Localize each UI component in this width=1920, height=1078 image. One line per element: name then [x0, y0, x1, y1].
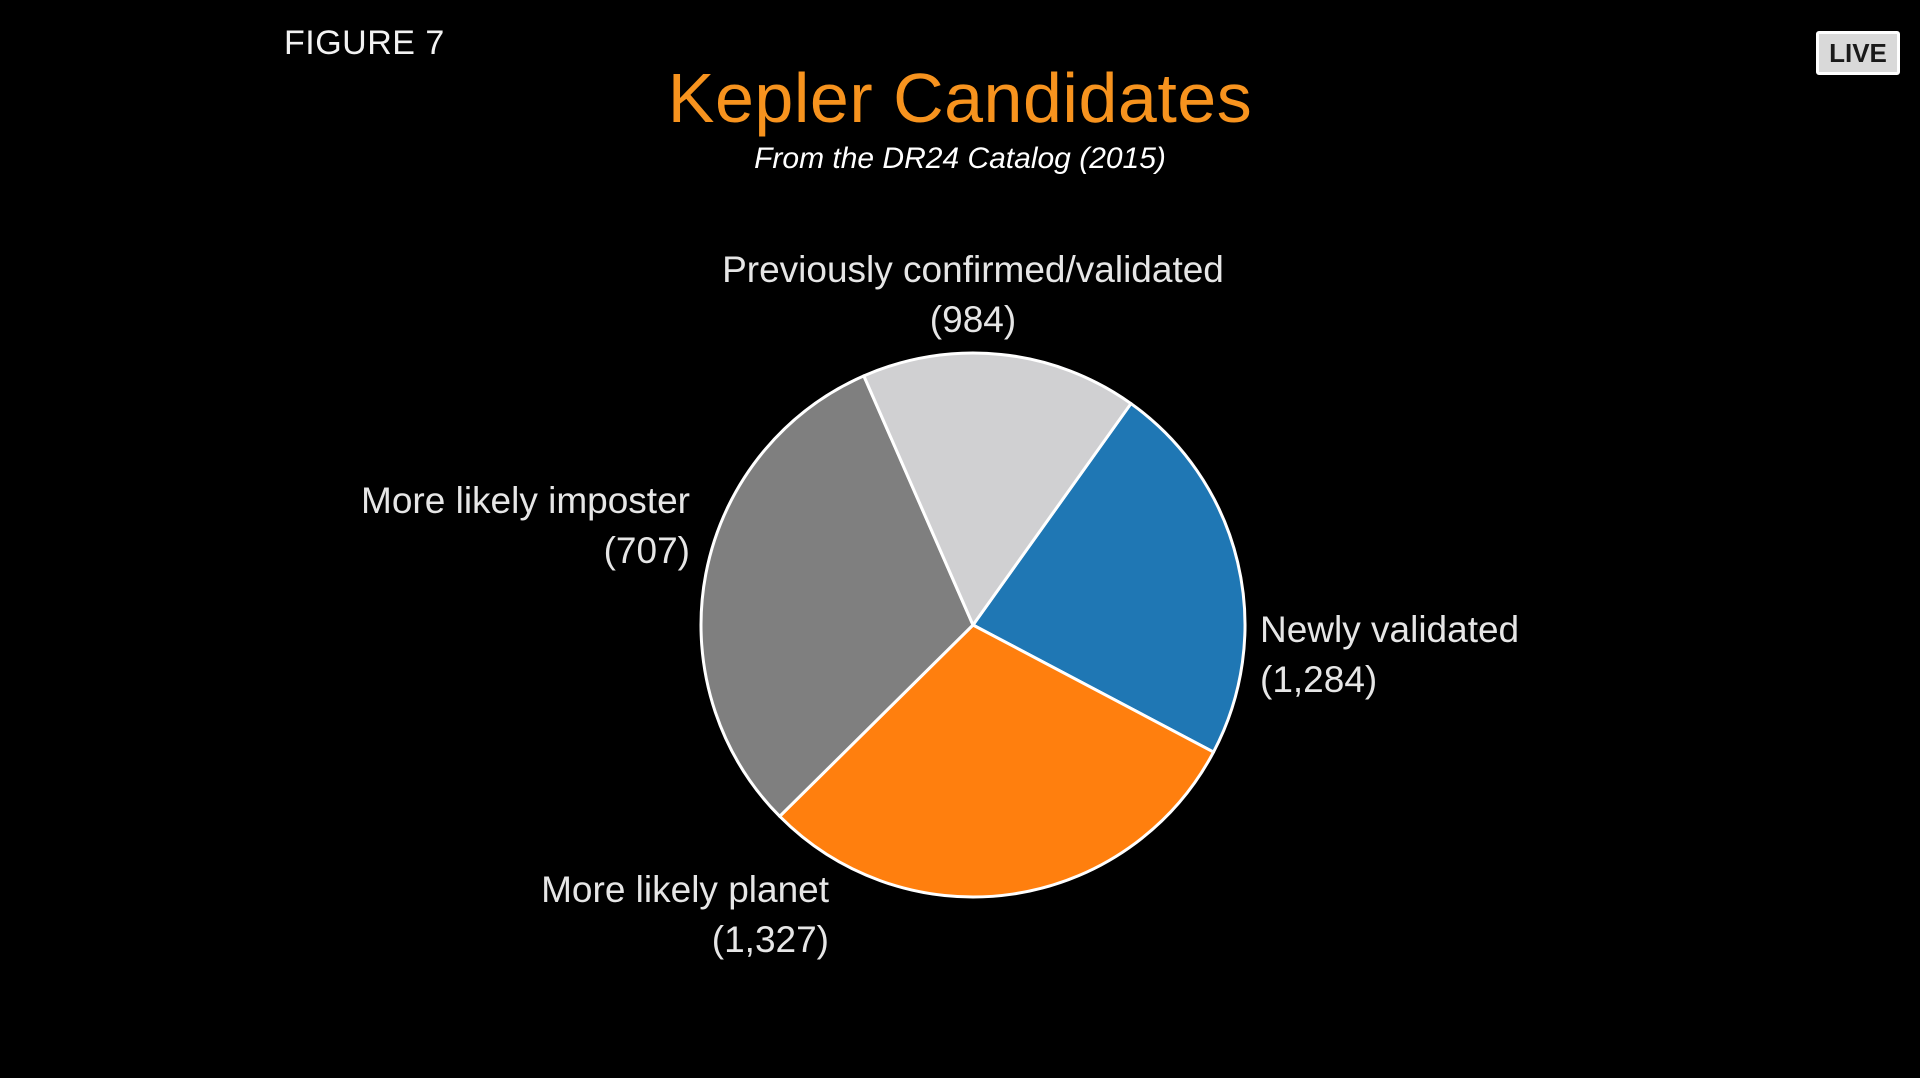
- slice-label-newly-validated: Newly validated: [1260, 609, 1519, 650]
- slice-value-more-likely-imposter: (707): [604, 530, 690, 571]
- pie-slice-previously-confirmed-validated: [971, 402, 1247, 754]
- figure-label: FIGURE 7: [284, 24, 445, 62]
- pie-slice-newly-validated: [778, 623, 1216, 899]
- slice-labels: Previously confirmed/validated (984) Newly…: [361, 249, 1519, 960]
- pie-slices: [699, 351, 1247, 899]
- chart-title: Kepler Candidates: [667, 59, 1253, 137]
- slice-label-more-likely-planet: More likely planet: [541, 869, 830, 910]
- slice-value-newly-validated: (1,284): [1260, 659, 1377, 700]
- slice-label-more-likely-imposter: More likely imposter: [361, 480, 690, 521]
- live-badge: LIVE: [1816, 31, 1900, 75]
- slice-value-previously-confirmed-validated: (984): [930, 299, 1016, 340]
- slice-label-previously-confirmed-validated: Previously confirmed/validated: [722, 249, 1224, 290]
- pie-slice-more-likely-planet: [699, 374, 975, 818]
- pie-slice-more-likely-imposter: [862, 351, 1133, 627]
- chart-subtitle: From the DR24 Catalog (2015): [754, 142, 1166, 175]
- slice-value-more-likely-planet: (1,327): [712, 919, 829, 960]
